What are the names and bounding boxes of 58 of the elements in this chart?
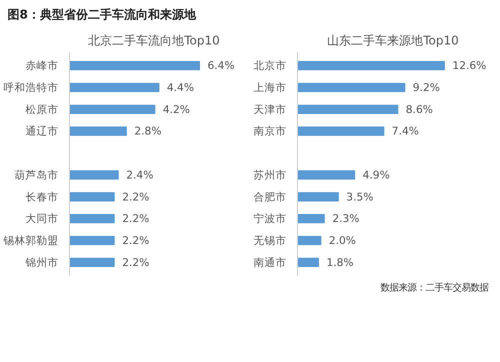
bar — [70, 126, 127, 136]
bar — [70, 104, 156, 114]
bar — [298, 170, 356, 180]
data-label: 7.4% — [392, 124, 419, 138]
data-label: 6.4% — [208, 59, 235, 72]
bar — [298, 126, 384, 136]
y-tick-label: 锦州市 — [24, 256, 58, 269]
data-label: 2.2% — [122, 212, 150, 226]
data-label: 2.4% — [126, 168, 154, 182]
bar — [298, 60, 445, 70]
bar — [298, 192, 339, 202]
bar — [298, 258, 319, 268]
bar — [70, 258, 115, 268]
y-tick-label: 北京市 — [254, 59, 286, 72]
data-label: 2.2% — [122, 256, 150, 269]
bar — [298, 236, 322, 246]
y-tick-label: 无锡市 — [254, 234, 286, 248]
y-tick-label: 大同市 — [26, 212, 58, 226]
data-label: 1.8% — [326, 256, 354, 269]
y-tick-label: 合肥市 — [254, 190, 286, 204]
bar — [70, 82, 160, 92]
data-label: 2.3% — [332, 212, 360, 226]
data-label: 4.4% — [166, 80, 194, 94]
y-tick-label: 锡林郭勒盟 — [2, 234, 58, 248]
bar — [70, 236, 115, 246]
y-tick-label: 苏州市 — [254, 168, 286, 182]
y-tick-label: 通辽市 — [26, 124, 58, 138]
bar — [70, 192, 115, 202]
y-tick-label: 南通市 — [254, 256, 286, 269]
data-label: 9.2% — [412, 80, 440, 94]
data-label: 2.0% — [328, 234, 356, 248]
source-note: 数据来源：二手车交易数据 — [380, 282, 488, 294]
bar — [70, 170, 119, 180]
bar — [298, 104, 398, 114]
data-label: 12.6% — [452, 59, 486, 72]
data-label: 4.9% — [362, 168, 390, 182]
y-tick-label: 天津市 — [254, 102, 286, 116]
y-tick-label: 呼和浩特市 — [4, 80, 58, 94]
bar — [298, 82, 406, 92]
bar — [70, 214, 115, 224]
data-label: 2.2% — [122, 190, 150, 204]
data-label: 8.6% — [406, 102, 433, 116]
bar — [70, 60, 200, 70]
data-label: 2.2% — [122, 234, 150, 248]
y-tick-label: 上海市 — [254, 80, 286, 94]
data-label: 2.8% — [134, 124, 162, 138]
chart-title: 山东二手车来源地Top10 — [327, 34, 459, 48]
chart-title: 图8：典型省份二手车流向和来源地 — [8, 8, 197, 22]
y-tick-label: 宁波市 — [254, 212, 286, 226]
chart-subtitle: 北京二手车流向地Top10 — [88, 34, 220, 48]
bar — [298, 214, 325, 224]
y-tick-label: 赤峰市 — [26, 59, 58, 72]
data-label: 4.2% — [162, 102, 190, 116]
y-tick-label: 长春市 — [26, 190, 58, 204]
y-tick-label: 葫芦岛市 — [14, 168, 58, 182]
y-tick-label: 松原市 — [26, 102, 58, 116]
data-label: 3.5% — [346, 190, 374, 204]
y-tick-label: 南京市 — [254, 124, 286, 138]
